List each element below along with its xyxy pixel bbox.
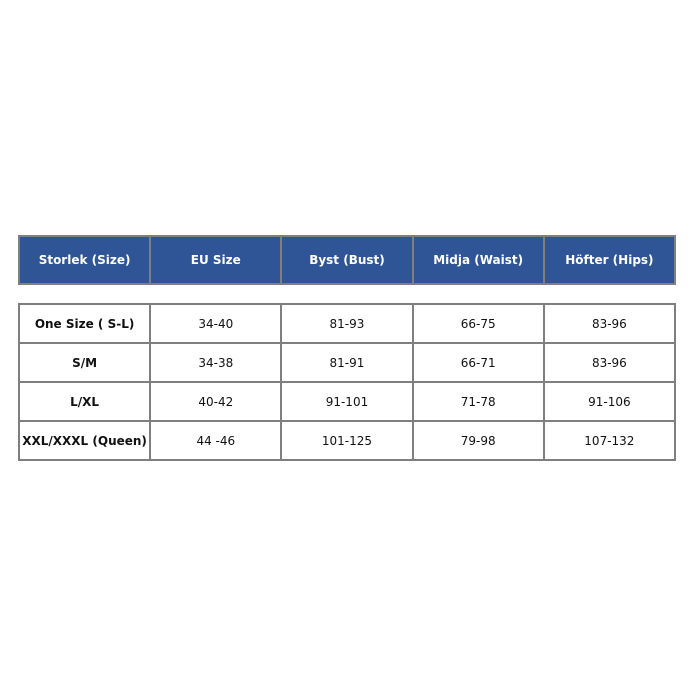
table-row: One Size ( S-L) 34-40 81-93 66-75 83-96 xyxy=(17,303,677,344)
size-cell: One Size ( S-L) xyxy=(17,303,152,344)
table-cell: 79-98 xyxy=(411,420,545,461)
header-cell: Storlek (Size) xyxy=(17,235,152,285)
table-cell: 91-106 xyxy=(542,381,677,422)
header-cell: Midja (Waist) xyxy=(411,235,545,285)
table-cell: 81-93 xyxy=(280,303,414,344)
table-cell: 71-78 xyxy=(411,381,545,422)
size-cell: XXL/XXXL (Queen) xyxy=(17,420,152,461)
table-cell: 34-38 xyxy=(149,342,283,383)
size-chart-body: One Size ( S-L) 34-40 81-93 66-75 83-96 … xyxy=(17,303,677,461)
table-cell: 40-42 xyxy=(149,381,283,422)
table-cell: 44 -46 xyxy=(149,420,283,461)
table-cell: 81-91 xyxy=(280,342,414,383)
table-row: L/XL 40-42 91-101 71-78 91-106 xyxy=(17,381,677,422)
table-row: XXL/XXXL (Queen) 44 -46 101-125 79-98 10… xyxy=(17,420,677,461)
table-cell: 91-101 xyxy=(280,381,414,422)
table-cell: 101-125 xyxy=(280,420,414,461)
header-cell: Byst (Bust) xyxy=(280,235,414,285)
table-cell: 66-75 xyxy=(411,303,545,344)
table-cell: 66-71 xyxy=(411,342,545,383)
size-cell: S/M xyxy=(17,342,152,383)
header-row: Storlek (Size) EU Size Byst (Bust) Midja… xyxy=(17,235,677,285)
header-cell: EU Size xyxy=(149,235,283,285)
table-cell: 83-96 xyxy=(542,303,677,344)
size-chart-header: Storlek (Size) EU Size Byst (Bust) Midja… xyxy=(17,235,677,285)
table-cell: 83-96 xyxy=(542,342,677,383)
table-cell: 34-40 xyxy=(149,303,283,344)
table-row: S/M 34-38 81-91 66-71 83-96 xyxy=(17,342,677,383)
table-cell: 107-132 xyxy=(542,420,677,461)
size-cell: L/XL xyxy=(17,381,152,422)
header-cell: Höfter (Hips) xyxy=(542,235,677,285)
